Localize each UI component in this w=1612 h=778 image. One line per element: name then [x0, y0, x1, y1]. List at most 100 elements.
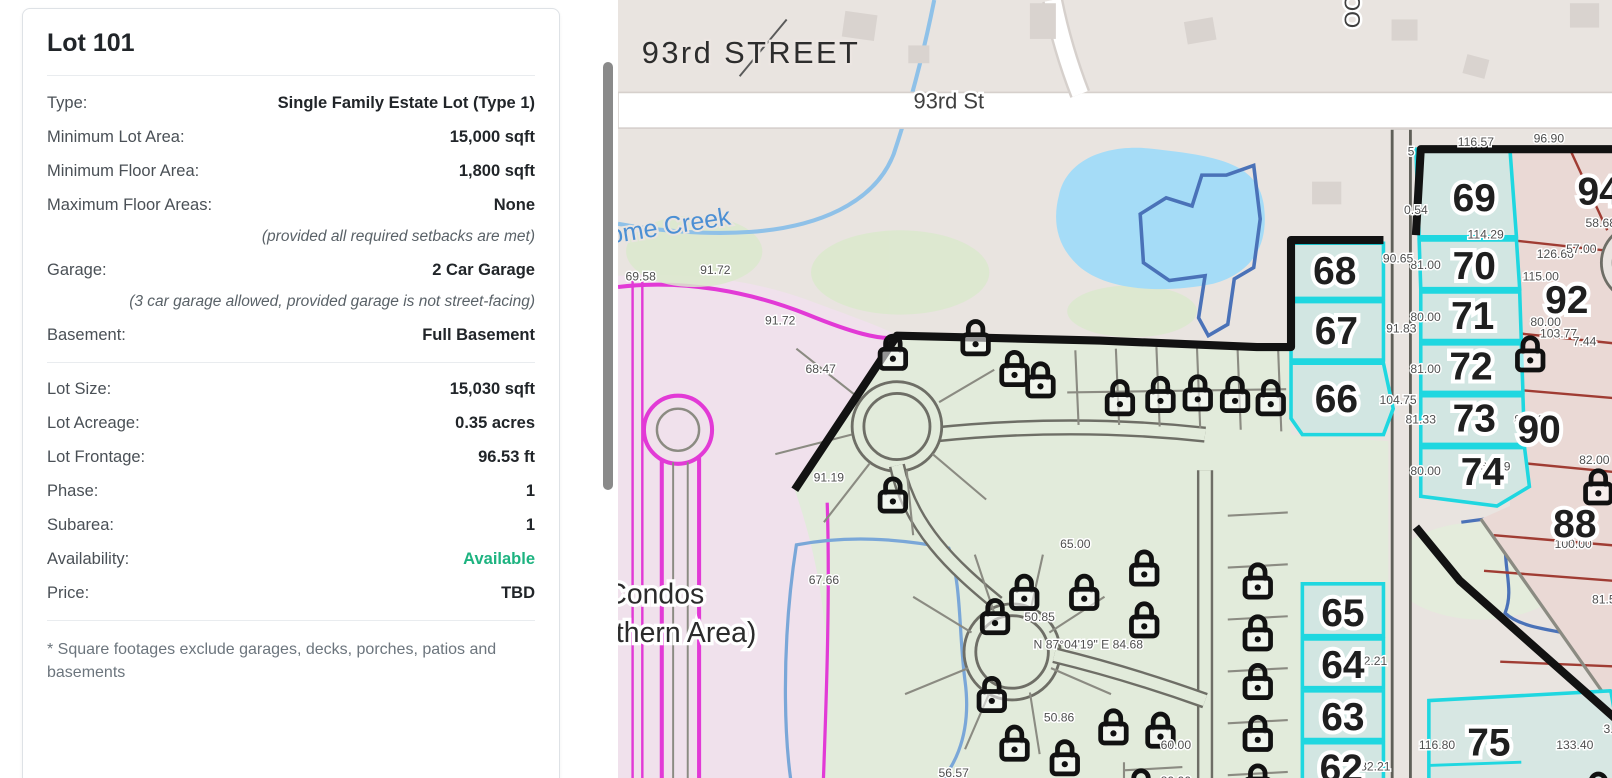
lot-dimension: 81.00 — [1410, 258, 1441, 272]
lot-label-94[interactable]: 94 — [1573, 166, 1612, 217]
lot-label-64[interactable]: 64 — [1317, 640, 1369, 691]
lot-dimension: 114.29 — [1467, 227, 1504, 241]
lot-dimension: 69.58 — [625, 270, 656, 284]
lot-dimension: 58.68 — [1586, 216, 1612, 230]
lot-label-66[interactable]: 66 — [1311, 374, 1362, 425]
lot-dimension: 7.44 — [1573, 334, 1597, 348]
lot-dimension: 80.00 — [1410, 464, 1441, 478]
lot-dimension: 126.66 — [1537, 247, 1574, 261]
attribute-value: 1,800 sqft — [458, 162, 535, 180]
lot-label-72[interactable]: 72 — [1445, 341, 1496, 392]
lot-dimension: 82.00 — [1579, 453, 1610, 467]
area-label: (Northern Area) — [618, 617, 756, 649]
attribute-row: Availability: Available — [47, 550, 535, 569]
building-footprints — [841, 3, 1600, 205]
attribute-row: Maximum Floor Areas: None — [47, 196, 535, 215]
cyan-lot-lines — [1428, 690, 1612, 767]
lot-dimension: 90.65 — [1383, 252, 1414, 266]
attribute-value: 15,030 sqft — [449, 380, 535, 398]
lot-label-63[interactable]: 63 — [1317, 692, 1368, 743]
lot-dimension: 116.57 — [1458, 135, 1495, 149]
attribute-value: Available — [463, 550, 535, 568]
building — [1569, 3, 1600, 28]
lot-label-69[interactable]: 69 — [1449, 173, 1500, 224]
lot-dimension: 116.80 — [1419, 738, 1456, 752]
label-leader-line — [738, 18, 788, 77]
lot-dimension: 68.47 — [806, 362, 837, 376]
attribute-value: TBD — [501, 584, 535, 602]
lot-label-71[interactable]: 71 — [1447, 291, 1498, 342]
lot-dimension: 91.72 — [700, 263, 731, 277]
attribute-row: Subarea: 1 — [47, 516, 535, 535]
lot-dimension: 60.00 — [1161, 738, 1192, 752]
building — [1391, 19, 1418, 41]
attribute-value: 1 — [525, 482, 535, 500]
attribute-label: Minimum Floor Area: — [47, 162, 200, 180]
attribute-value: 1 — [525, 516, 535, 534]
attribute-row: Garage: 2 Car Garage — [47, 261, 535, 280]
street-label: COO — [1340, 0, 1365, 28]
building — [841, 10, 878, 42]
attribute-label: Minimum Lot Area: — [47, 128, 185, 146]
attribute-label: Basement: — [47, 326, 126, 344]
attribute-value: None — [493, 196, 535, 214]
attribute-row: Type: Single Family Estate Lot (Type 1) — [47, 94, 535, 113]
lot-dimension: 133.40 — [1556, 738, 1593, 752]
condos-boundary-magenta-2 — [821, 502, 830, 778]
panel-scrollbar[interactable] — [603, 62, 613, 490]
lot-label-75[interactable]: 75 — [1463, 718, 1514, 769]
attribute-label: Phase: — [47, 482, 99, 500]
attribute-value: Single Family Estate Lot (Type 1) — [277, 94, 535, 112]
attribute-note: (provided all required setbacks are met) — [261, 228, 535, 245]
lot-dimension: 3.86 — [1604, 722, 1612, 736]
attribute-label: Type: — [47, 94, 88, 112]
attribute-row: Lot Frontage: 96.53 ft — [47, 448, 535, 467]
lot-dimension: 91.72 — [765, 313, 796, 327]
footnote: * Square footages exclude garages, decks… — [47, 641, 497, 682]
lot-label-73[interactable]: 73 — [1449, 393, 1500, 444]
lot-dimension: 115.00 — [1523, 270, 1560, 284]
attribute-value: Full Basement — [422, 326, 535, 344]
lot-dimension: 50.86 — [1044, 711, 1075, 725]
lot-dimension: 61.59 — [1480, 459, 1511, 473]
lot-dimension: 0.54 — [1404, 203, 1428, 217]
pond-outline — [1138, 162, 1263, 339]
lot-dimension: 91.19 — [814, 471, 845, 485]
lot-label-90[interactable]: 90 — [1513, 405, 1564, 456]
lot-label-65[interactable]: 65 — [1317, 588, 1368, 639]
plat-map[interactable]: 116.5796.90180.26142.0750.54114.29117.91… — [558, 0, 1612, 778]
attribute-label: Lot Size: — [47, 380, 112, 398]
lot-dimension: 50.85 — [1024, 610, 1055, 624]
lot-title: Lot 101 — [47, 29, 135, 57]
lot-dimension: 82.21 — [1357, 654, 1388, 668]
lot-label-74[interactable]: 74 — [1457, 447, 1509, 498]
building — [1312, 181, 1342, 205]
attribute-row: Minimum Lot Area: 15,000 sqft — [47, 128, 535, 147]
attribute-label: Price: — [47, 584, 90, 602]
building — [1183, 17, 1217, 45]
lot-dimension: 104.75 — [1379, 393, 1416, 407]
road-93rd-st — [617, 91, 1612, 129]
lot-dimension: 103.77 — [1540, 326, 1577, 340]
lot-dimension: 80.00 — [1161, 774, 1192, 778]
attribute-row: Price: TBD — [47, 584, 535, 603]
lot-dimension: 91.83 — [1386, 321, 1417, 335]
lot-label-67[interactable]: 67 — [1311, 306, 1362, 357]
lot-label-62[interactable]: 62 — [1316, 744, 1367, 778]
lot-dimension: 56.57 — [938, 766, 969, 778]
lot-dimension: 67.66 — [809, 573, 840, 587]
lot-label-68[interactable]: 68 — [1309, 246, 1360, 297]
lot-label-88[interactable]: 88 — [1549, 499, 1600, 550]
attribute-label: Subarea: — [47, 516, 114, 534]
lot-dimension: 65.00 — [1060, 537, 1091, 551]
condos-roads — [631, 278, 715, 778]
lot-label-92[interactable]: 92 — [1541, 275, 1592, 326]
attribute-row: Minimum Floor Area: 1,800 sqft — [47, 162, 535, 181]
lot-dimension: 81.33 — [1514, 412, 1545, 426]
attribute-value: 0.35 acres — [455, 414, 535, 432]
lot-label-70[interactable]: 70 — [1449, 241, 1500, 292]
lot-attributes: Type: Single Family Estate Lot (Type 1) Mi… — [47, 94, 535, 603]
attribute-note: (3 car garage allowed, provided garage i… — [129, 293, 535, 310]
street-label: 93rd St — [914, 89, 985, 114]
